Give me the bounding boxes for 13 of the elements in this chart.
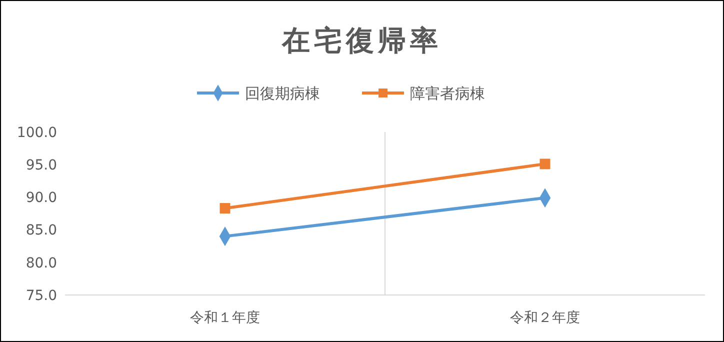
y-tick-label: 95.0	[26, 158, 57, 174]
y-tick-label: 75.0	[26, 288, 57, 304]
y-tick-label: 85.0	[26, 222, 57, 239]
point	[540, 158, 550, 170]
point	[220, 203, 230, 214]
legend-label: 障害者病棟	[410, 84, 485, 102]
x-tick-label: 令和１年度	[190, 310, 260, 326]
y-tick-label: 100.0	[16, 124, 57, 141]
legend-label: 回復期病棟	[245, 84, 320, 102]
x-tick-label: 令和２年度	[510, 310, 580, 326]
y-tick-label: 90.0	[26, 190, 57, 206]
y-tick-label: 80.0	[26, 255, 57, 272]
chart-title: 在宅復帰率	[281, 24, 442, 57]
